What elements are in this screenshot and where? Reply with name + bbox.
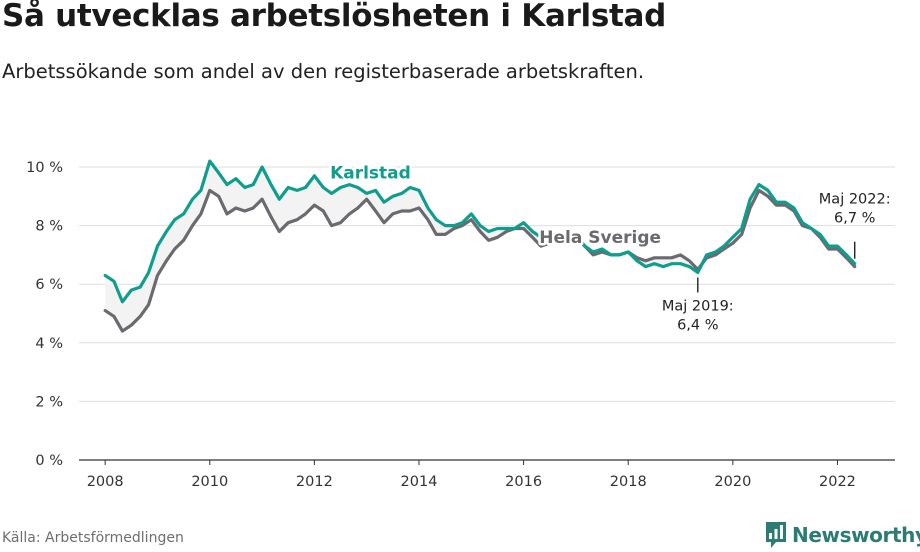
- x-tick-label: 2022: [819, 474, 856, 490]
- y-tick-label: 2 %: [35, 394, 63, 410]
- annotation-text: Maj 2019:: [662, 298, 734, 314]
- x-tick-label: 2018: [610, 474, 647, 490]
- y-tick-label: 8 %: [35, 219, 63, 235]
- series-label: Karlstad: [330, 164, 411, 184]
- y-tick-label: 4 %: [35, 336, 63, 352]
- annotation-text: 6,4 %: [677, 317, 718, 333]
- series-label-halo: Hela Sverige: [539, 228, 661, 248]
- y-tick-label: 6 %: [35, 277, 63, 293]
- brand-logo: Newsworthy: [764, 520, 920, 550]
- y-tick-label: 10 %: [26, 160, 63, 176]
- x-tick-label: 2008: [87, 474, 124, 490]
- series-label: Hela Sverige: [539, 228, 661, 248]
- series-gap-fill: [105, 161, 855, 332]
- series-label-halo: Karlstad: [330, 164, 411, 184]
- x-tick-label: 2010: [191, 474, 228, 490]
- x-tick-label: 2016: [505, 474, 542, 490]
- annotation-text: 6,7 %: [834, 211, 875, 227]
- x-tick-label: 2012: [296, 474, 333, 490]
- x-tick-label: 2020: [714, 474, 751, 490]
- series-line-hela-sverige: [103, 188, 857, 333]
- series-line-karlstad: [103, 159, 857, 304]
- newsworthy-logo-icon: [766, 522, 786, 548]
- source-note: Källa: Arbetsförmedlingen: [2, 530, 184, 546]
- annotation-text: Maj 2022:: [819, 192, 891, 208]
- chart-title: Så utvecklas arbetslösheten i Karlstad: [2, 0, 667, 34]
- chart-subtitle: Arbetssökande som andel av den registerb…: [2, 60, 645, 83]
- y-tick-label: 0 %: [35, 453, 63, 469]
- brand-name: Newsworthy: [792, 523, 920, 547]
- x-tick-label: 2014: [401, 474, 438, 490]
